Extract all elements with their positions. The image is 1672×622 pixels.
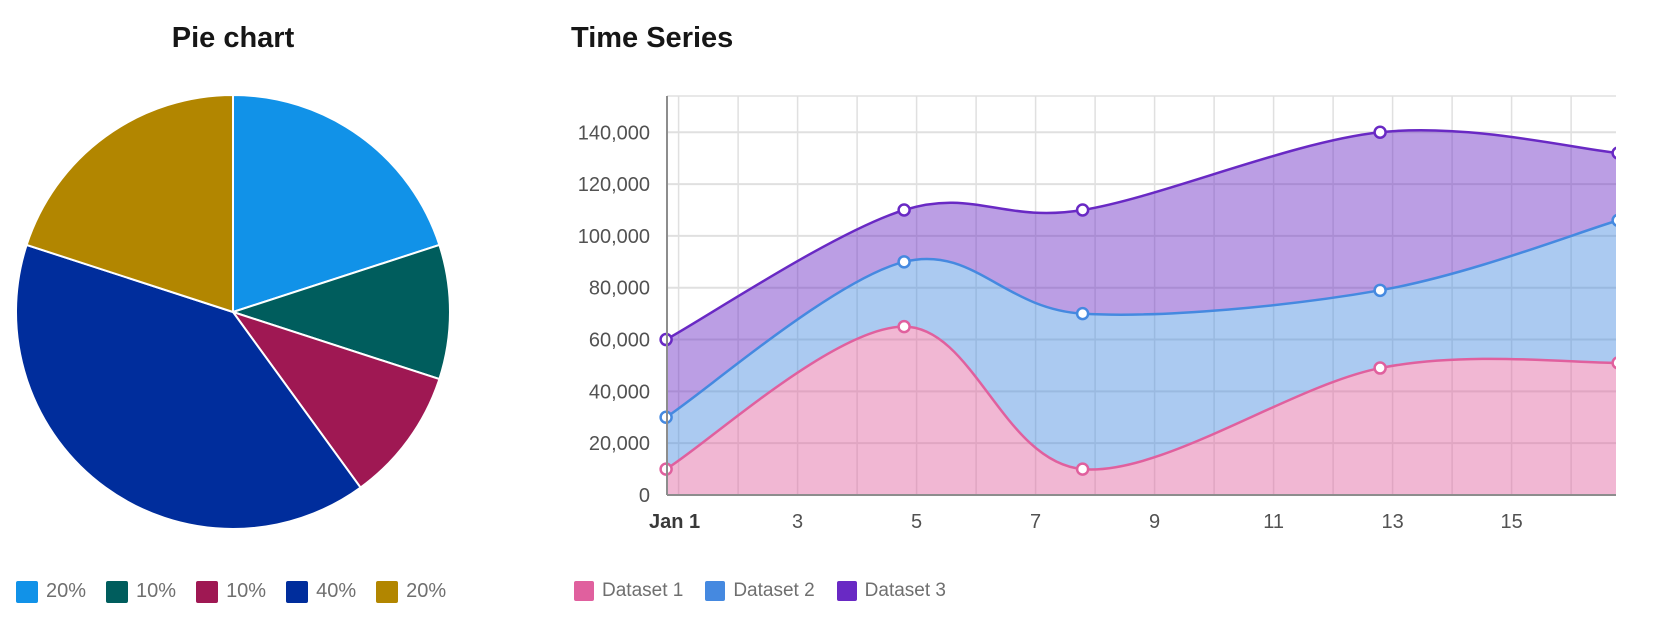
pie-slice-2 [230, 310, 441, 489]
area-1 [666, 220, 1619, 470]
legend-item[interactable]: Dataset 2 [705, 580, 815, 602]
legend-swatch [705, 581, 726, 601]
pie-legend: 20% 10% 10% 40% 20% [16, 580, 466, 603]
x-tick-label: 15 [1500, 511, 1522, 533]
x-tick-label: 3 [792, 511, 803, 533]
time-series-legend: Dataset 1 Dataset 2 Dataset 3 [574, 580, 968, 602]
data-point [1373, 125, 1387, 140]
x-tick-label: 13 [1381, 511, 1403, 533]
y-tick-label: 80,000 [589, 278, 650, 300]
y-tick-label: 40,000 [589, 381, 650, 403]
legend-item[interactable]: 10% [196, 580, 266, 603]
data-point [897, 319, 911, 334]
pie-slice-1 [229, 243, 451, 381]
legend-swatch [836, 581, 857, 601]
data-point [1075, 203, 1090, 217]
y-tick-label: 120,000 [578, 174, 650, 196]
legend-label: 10% [136, 580, 177, 602]
legend-label: Dataset 1 [602, 580, 684, 601]
legend-swatch [286, 580, 309, 603]
data-point [1075, 306, 1090, 321]
legend-swatch [574, 581, 594, 601]
legend-item[interactable]: Dataset 3 [836, 580, 946, 602]
legend-swatch [16, 580, 38, 603]
y-tick-label: 20,000 [589, 433, 650, 455]
y-tick-label: 100,000 [578, 226, 650, 248]
pie-slice-0 [232, 93, 441, 314]
legend-swatch [196, 580, 219, 603]
x-tick-label: 11 [1263, 511, 1284, 533]
data-point [1373, 283, 1387, 298]
legend-item[interactable]: Dataset 1 [574, 580, 683, 602]
legend-label: 10% [226, 580, 267, 602]
plot-edge-mask [1616, 86, 1672, 505]
pie-chart-title: Pie chart [171, 22, 295, 54]
legend-swatch [106, 580, 129, 603]
area-2 [666, 130, 1619, 418]
legend-item[interactable]: 10% [106, 580, 176, 603]
data-point [1075, 462, 1090, 476]
legend-item[interactable]: 20% [376, 580, 446, 603]
legend-label: Dataset 2 [733, 580, 815, 601]
legend-label: 40% [316, 580, 357, 602]
pie-slice-3 [15, 243, 362, 530]
data-point [897, 203, 911, 217]
legend-item[interactable]: 40% [286, 580, 356, 603]
legend-item[interactable]: 20% [16, 580, 86, 603]
y-tick-label: 60,000 [589, 330, 650, 352]
y-tick-label: 0 [639, 485, 650, 507]
data-point [1373, 361, 1387, 375]
x-tick-label: 9 [1149, 511, 1160, 533]
pie-slice-4 [25, 93, 234, 314]
data-point [897, 255, 911, 269]
x-tick-label: Jan 1 [649, 511, 700, 533]
time-series-title: Time Series [571, 22, 734, 54]
legend-label: 20% [46, 580, 87, 602]
legend-swatch [376, 580, 399, 603]
legend-label: Dataset 3 [864, 580, 946, 601]
x-tick-label: 5 [911, 511, 922, 533]
x-tick-label: 7 [1030, 511, 1041, 533]
y-tick-label: 140,000 [578, 122, 650, 144]
legend-label: 20% [406, 580, 447, 602]
